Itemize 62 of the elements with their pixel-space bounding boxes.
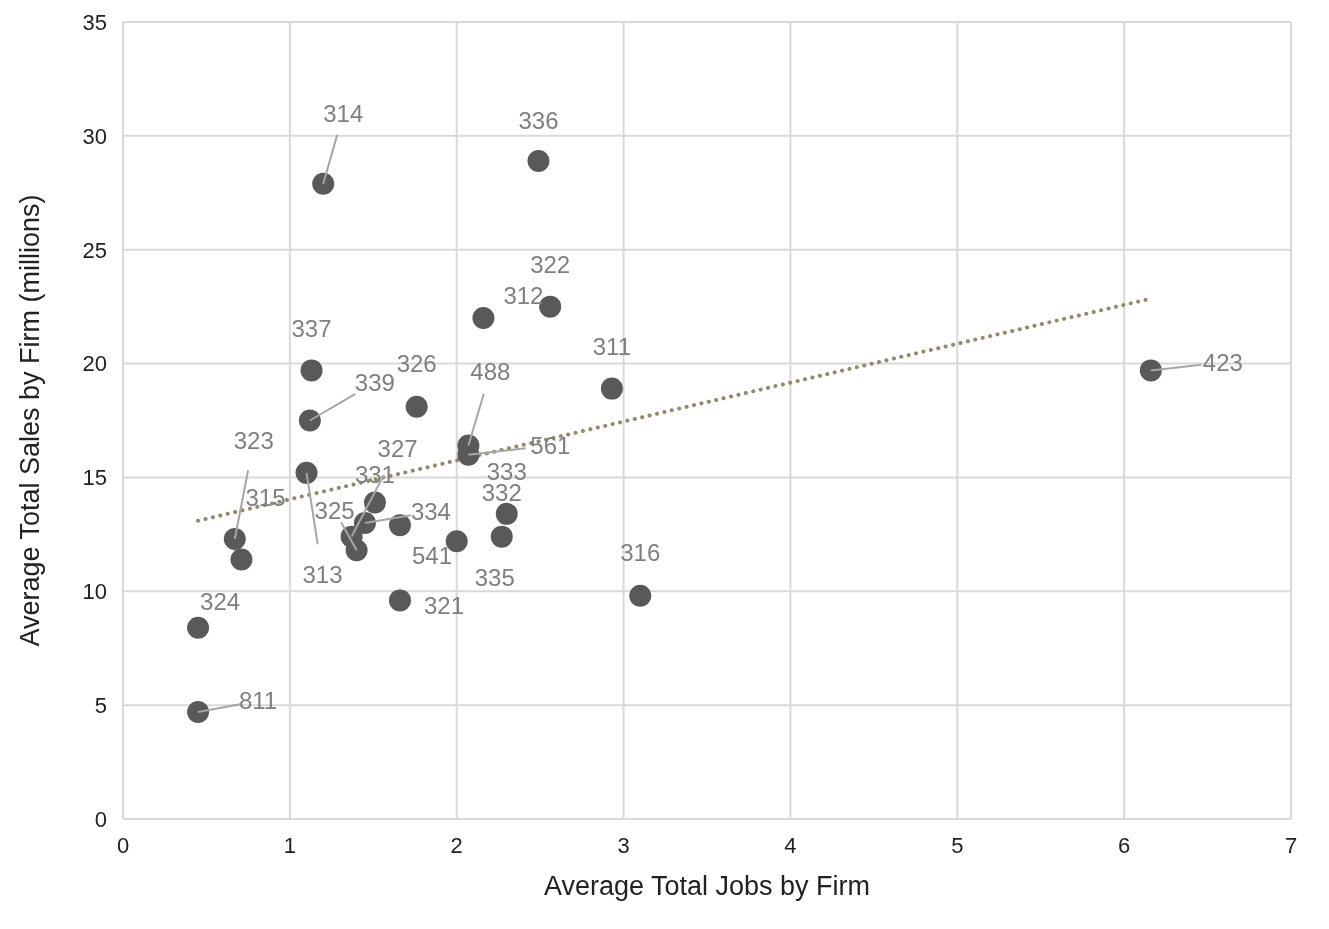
point xyxy=(230,548,253,571)
x-tick-label: 1 xyxy=(283,832,296,858)
point xyxy=(295,461,318,484)
y-tick-label: 10 xyxy=(82,579,107,605)
annotation: 332 xyxy=(481,479,522,507)
point xyxy=(223,527,246,550)
point xyxy=(1139,359,1162,382)
y-axis-title: Average Total Sales by Firm (millions) xyxy=(15,194,45,647)
point xyxy=(345,539,368,562)
annotation: 312 xyxy=(503,281,544,309)
y-tick-label: 0 xyxy=(94,806,107,832)
annotation: 325 xyxy=(314,496,355,524)
point xyxy=(312,172,335,195)
annotation: 336 xyxy=(518,107,559,135)
y-tick-label: 15 xyxy=(82,465,107,491)
x-tick-label: 7 xyxy=(1284,832,1298,858)
y-tick-label: 35 xyxy=(82,9,107,35)
annotation: 423 xyxy=(1202,348,1243,376)
annotation: 811 xyxy=(238,687,278,715)
x-axis-title: Average Total Jobs by Firm xyxy=(543,871,871,901)
annotation: 488 xyxy=(470,358,511,386)
annotation: 322 xyxy=(530,251,571,279)
point xyxy=(187,700,210,723)
annotation: 321 xyxy=(423,591,465,619)
point xyxy=(629,584,652,607)
x-tick-label: 5 xyxy=(951,832,964,858)
point xyxy=(527,149,550,172)
point xyxy=(600,377,623,400)
annotation: 331 xyxy=(354,460,395,488)
x-tick-label: 4 xyxy=(784,832,797,858)
y-tick-label: 25 xyxy=(82,237,107,263)
x-tick-label: 0 xyxy=(116,832,130,858)
point xyxy=(472,307,495,330)
point xyxy=(388,514,411,537)
point xyxy=(298,409,321,432)
point xyxy=(187,616,210,639)
annotation: 315 xyxy=(245,483,286,511)
annotation: 339 xyxy=(354,369,395,396)
annotation: 324 xyxy=(200,588,241,616)
x-tick-label: 6 xyxy=(1118,832,1131,858)
annotation: 337 xyxy=(291,314,332,342)
annotation: 323 xyxy=(233,427,274,455)
x-tick-label: 2 xyxy=(450,832,463,858)
annotation: 311 xyxy=(592,333,632,361)
annotation: 327 xyxy=(377,435,418,463)
point xyxy=(388,589,411,612)
point xyxy=(490,525,513,548)
point xyxy=(300,359,323,382)
annotation: 316 xyxy=(620,539,661,567)
point xyxy=(405,395,428,418)
x-tick-label: 3 xyxy=(617,832,630,858)
annotation: 326 xyxy=(396,350,437,378)
annotation: 334 xyxy=(410,498,451,526)
point xyxy=(495,502,518,525)
y-tick-label: 20 xyxy=(82,351,107,377)
annotation: 313 xyxy=(302,561,343,589)
annotation: 561 xyxy=(530,432,571,460)
y-tick-label: 30 xyxy=(82,123,107,149)
y-tick-label: 5 xyxy=(94,692,107,718)
annotation: 541 xyxy=(411,541,453,569)
annotation: 314 xyxy=(323,100,364,128)
annotation: 335 xyxy=(474,563,515,591)
